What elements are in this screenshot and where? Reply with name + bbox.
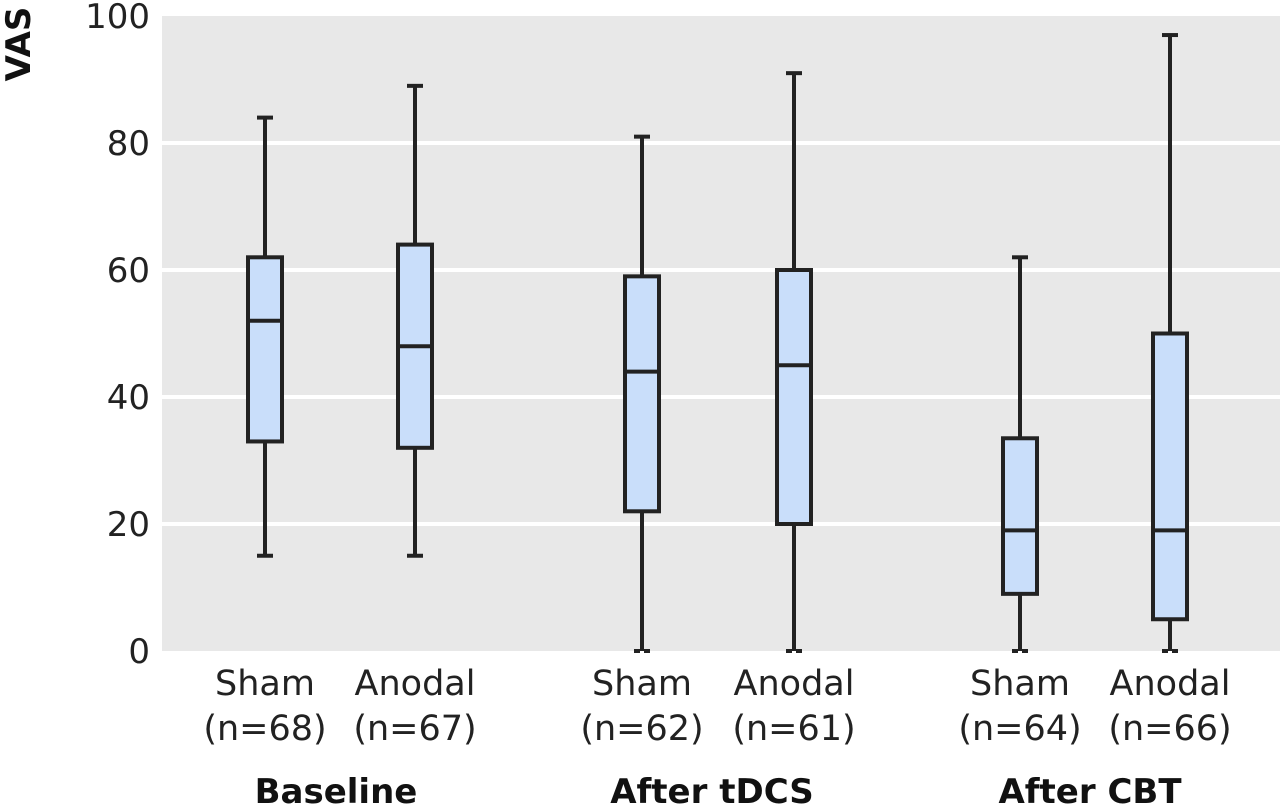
box-iqr: [246, 255, 284, 444]
sample-size-label: (n=62): [580, 709, 703, 749]
y-tick-label: 0: [128, 632, 150, 672]
box-iqr: [775, 268, 813, 526]
box-iqr: [1001, 436, 1039, 596]
y-axis-label: VAS: [0, 7, 39, 82]
x-axis-labels: Sham (n=68) Anodal (n=67) Baseline Sham (n=62)…: [203, 651, 1232, 810]
box-iqr: [623, 274, 661, 514]
group-label: After tDCS: [610, 772, 814, 810]
y-tick-label: 80: [107, 124, 150, 164]
sample-size-label: (n=66): [1108, 709, 1231, 749]
plot-area: [162, 16, 1280, 651]
box-2-1: [1151, 33, 1189, 653]
category-label: Anodal: [355, 664, 476, 704]
category-label: Sham: [215, 664, 315, 704]
sample-size-label: (n=68): [203, 709, 326, 749]
box-1-0: [623, 134, 661, 653]
y-axis-ticks: 0 20 40 60 80 100: [85, 0, 150, 672]
gridlines: [162, 141, 1280, 526]
y-tick-label: 20: [107, 505, 150, 545]
category-label: Sham: [592, 664, 692, 704]
box-2-0: [1001, 255, 1039, 653]
sample-size-label: (n=61): [732, 709, 855, 749]
y-tick-label: 100: [85, 0, 150, 37]
box-iqr: [1151, 331, 1189, 622]
box-0-0: [246, 115, 284, 558]
category-label: Anodal: [1110, 664, 1231, 704]
box-0-1: [396, 83, 434, 558]
category-label: Sham: [970, 664, 1070, 704]
group-label: Baseline: [255, 772, 418, 810]
group-label: After CBT: [998, 772, 1182, 810]
sample-size-label: (n=64): [958, 709, 1081, 749]
sample-size-label: (n=67): [353, 709, 476, 749]
y-tick-label: 40: [107, 378, 150, 418]
y-tick-label: 60: [107, 251, 150, 291]
boxes: [246, 33, 1189, 653]
category-label: Anodal: [734, 664, 855, 704]
box-1-1: [775, 71, 813, 653]
